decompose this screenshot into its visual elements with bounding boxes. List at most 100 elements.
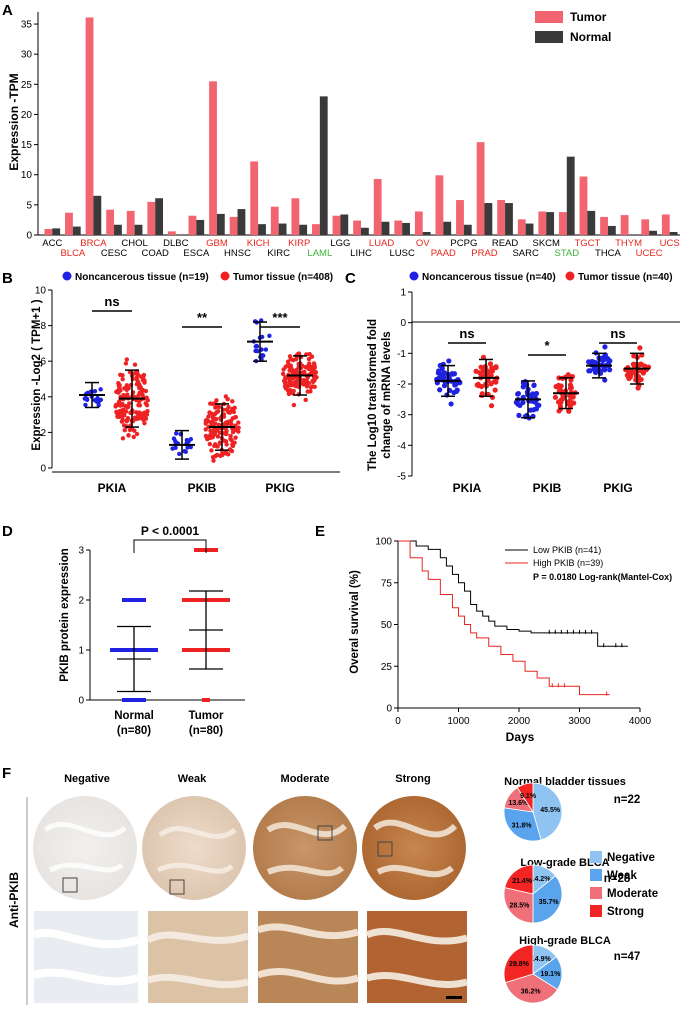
bar-normal-blca (72, 226, 81, 235)
bar-normal-laml (319, 96, 328, 235)
pie-title-2: High-grade BLCA (519, 935, 611, 947)
dot-tumor-pkig (292, 380, 298, 385)
dot-normal-pkib (183, 449, 189, 454)
significance-label: * (544, 338, 550, 353)
bar-tumor-ucec (641, 219, 650, 235)
bar-normal-esca (196, 219, 205, 235)
y-tick-label: 0 (400, 318, 406, 329)
dot-tumor-pkib (228, 433, 233, 439)
dot-normal-pkig (607, 367, 613, 373)
scale-bar (446, 996, 462, 999)
pie-slice-strong (504, 864, 534, 895)
dot-tumor-pkia (120, 436, 126, 441)
bar-normal-brca (93, 195, 102, 235)
dot-tumor-pkib (209, 429, 214, 434)
panel-e-ylabel: Overal survival (%) (349, 570, 361, 674)
dot-normal-pkia (437, 387, 443, 393)
dot-tumor-pkia (118, 372, 123, 378)
dot-tumor-pkib (232, 405, 237, 411)
y-tick-label: 5 (26, 200, 32, 211)
dot-tumor-pkib (208, 401, 213, 406)
x-label-pcpg: PCPG (450, 238, 477, 249)
dot-tumor-pkig (312, 384, 317, 390)
dot-tumor-pkib (556, 375, 562, 381)
category-label-pkia: PKIA (98, 481, 127, 495)
dot-tumor-pkib (223, 394, 229, 399)
dot-tumor-pkib (203, 427, 208, 432)
panel-letter-d: D (2, 523, 13, 540)
dot-tumor-pkia (144, 402, 150, 408)
legend-normal: Noncancerous tissue (n=40) (422, 272, 556, 283)
dot-tumor-pkib (212, 443, 217, 449)
dot-tumor-pkig (285, 359, 291, 364)
y-tick-label: 25 (381, 662, 393, 673)
y-tick-label: 10 (21, 170, 33, 181)
dot-normal-pkig (587, 368, 593, 374)
dot-tumor-pkia (118, 388, 123, 393)
dot-tumor-pkia (123, 361, 129, 366)
bar-tumor-paad (435, 175, 444, 235)
y-tick-label: 8 (40, 321, 46, 332)
dot-tumor-pkig (310, 379, 316, 385)
pie-n-2: n=47 (614, 951, 641, 963)
panel-b-scatter: 0 2 4 6 8 10 PKIA ns PKIB ** PKIG *** Noncancerous t… (35, 271, 340, 495)
dot-tumor-pkia (493, 379, 499, 385)
dot-tumor-pkig (294, 368, 299, 373)
pie-label: 31.8% (512, 823, 533, 830)
pie-label: 45.5% (540, 807, 561, 814)
ihc-zoom-strong (367, 911, 467, 1003)
dot-tumor-pkia (124, 357, 130, 362)
bar-tumor-read (497, 200, 506, 235)
dot-normal-pkia (439, 365, 445, 372)
ihc-image-grid (32, 796, 468, 1003)
dot-normal-pkib (177, 451, 182, 457)
bar-normal-thca (607, 225, 616, 235)
bar-tumor-brca (85, 17, 94, 236)
dot-tumor-pkia (132, 362, 138, 367)
x-label-hnsc: HNSC (224, 248, 251, 259)
x-tick-label: 3000 (568, 716, 591, 727)
dot-tumor-pkia (127, 401, 132, 406)
dot-tumor-pkia (139, 387, 145, 392)
dot-normal-pkia (96, 403, 101, 408)
dot-tumor-pkib (211, 458, 216, 463)
legend-dot-normal (62, 271, 72, 281)
bar-normal-sarc (525, 223, 534, 235)
dot-normal-pkig (605, 356, 611, 362)
bar-tumor-coad (147, 201, 156, 235)
significance-label: ns (610, 326, 625, 341)
dot-normal-pkib (173, 431, 179, 436)
dot-band-normal (122, 698, 146, 702)
dot-tumor-pkib (567, 393, 573, 399)
significance-label: P < 0.0001 (141, 524, 199, 538)
y-tick-label: -3 (397, 410, 406, 421)
legend-strong: Strong (607, 906, 644, 918)
dot-tumor-pkig (283, 375, 288, 380)
bar-normal-ucs (669, 231, 678, 235)
bar-normal-stad (566, 156, 575, 235)
bar-normal-lihc (361, 227, 369, 235)
y-tick-label: 2 (78, 596, 84, 607)
dot-tumor-pkia (141, 374, 146, 379)
dot-tumor-pkib (223, 431, 228, 437)
dot-band-tumor (202, 698, 210, 702)
x-label-ucs: UCS (660, 238, 680, 249)
bar-tumor-ov (414, 211, 423, 235)
pie-slice-moderate (504, 973, 559, 1004)
dot-tumor-pkia (492, 387, 498, 393)
bar-tumor-lusc (394, 220, 403, 235)
bar-tumor-ucs (661, 214, 670, 235)
dot-tumor-pkib (236, 429, 241, 434)
dot-normal-pkib (513, 399, 519, 405)
y-tick-label: 100 (375, 537, 392, 548)
x-label-cesc: CESC (101, 248, 128, 259)
pie-slice-strong (503, 944, 534, 984)
y-tick-label: 3 (78, 546, 84, 557)
dot-tumor-pkib (203, 433, 209, 439)
dot-tumor-pkia (121, 392, 126, 398)
bar-normal-paad (443, 221, 452, 235)
dot-normal-pkig (259, 334, 265, 340)
dot-normal-pkig (602, 344, 608, 350)
y-tick-label: 4 (40, 392, 46, 403)
